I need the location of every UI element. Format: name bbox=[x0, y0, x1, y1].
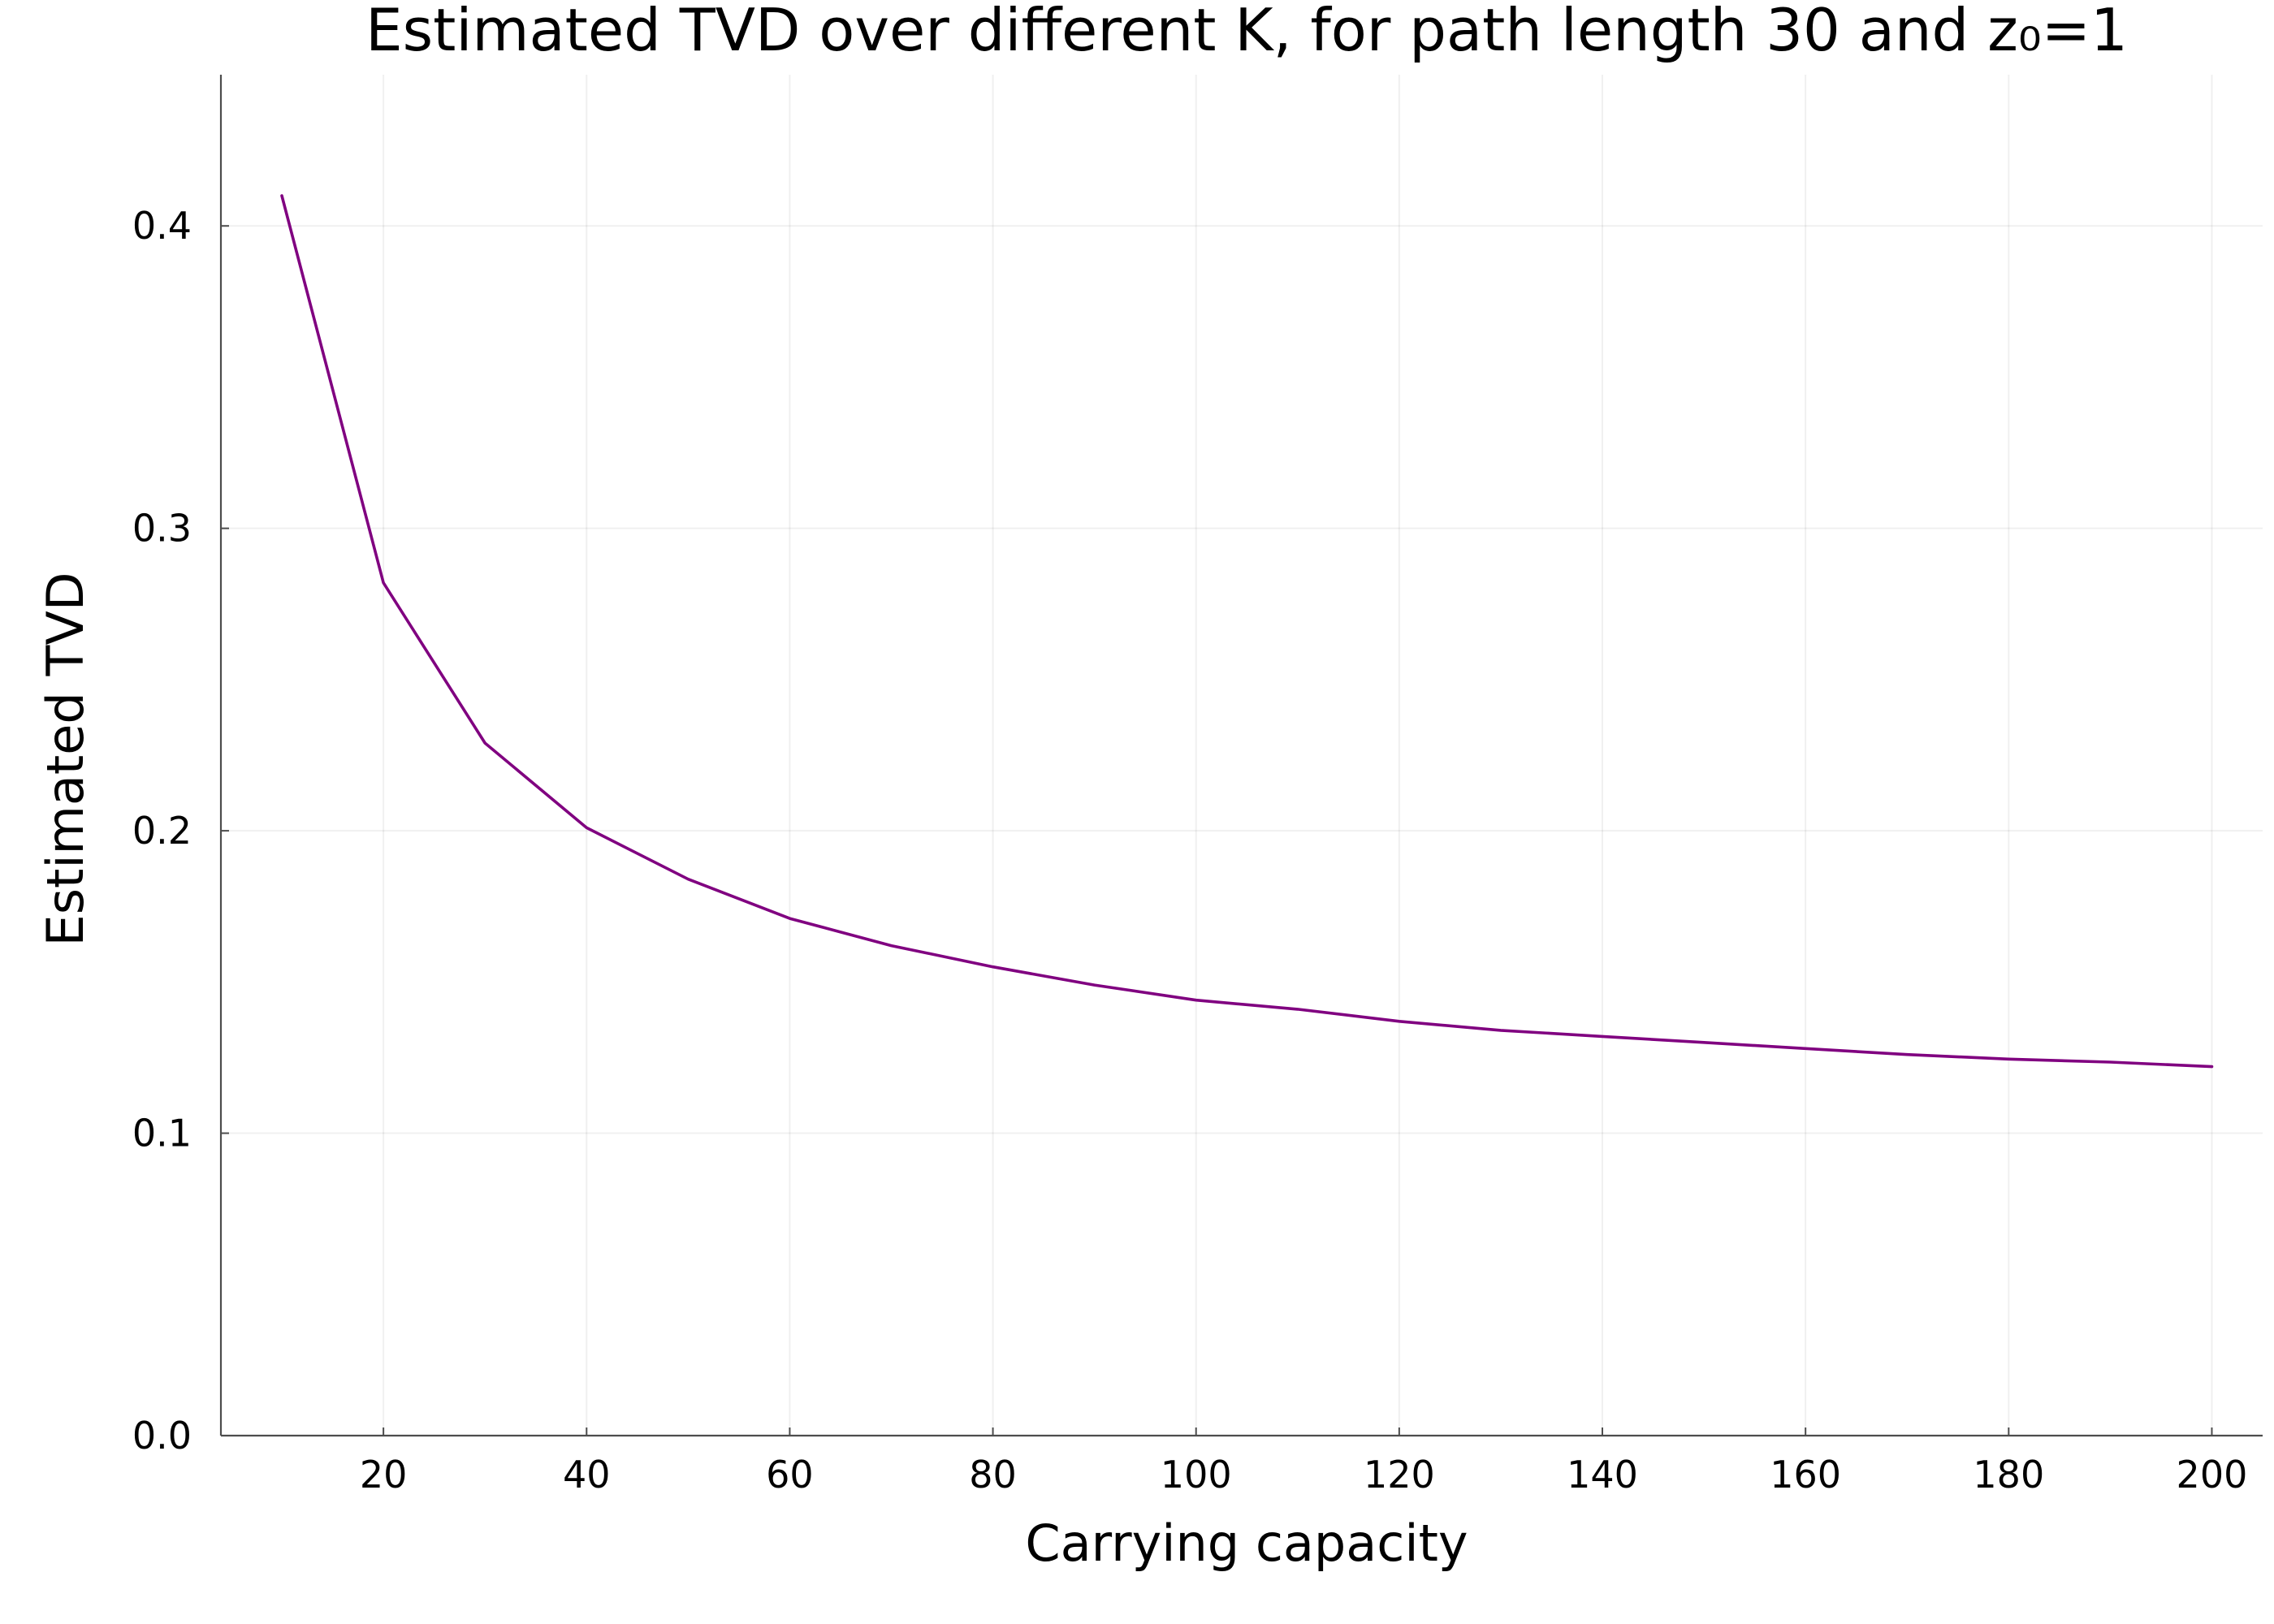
y-tick-label: 0.4 bbox=[132, 204, 192, 248]
series-line bbox=[280, 194, 2214, 1069]
x-tick-label: 20 bbox=[360, 1453, 408, 1497]
x-tick-label: 60 bbox=[766, 1453, 814, 1497]
grid-layer bbox=[221, 75, 2263, 1436]
x-tick-label: 200 bbox=[2177, 1453, 2248, 1497]
y-ticks: 0.0 0.1 0.2 0.3 0.4 bbox=[132, 204, 229, 1458]
y-axis-label: Estimated TVD bbox=[36, 572, 95, 947]
y-tick-label: 0.1 bbox=[132, 1112, 192, 1155]
x-tick-label: 120 bbox=[1364, 1453, 1435, 1497]
x-tick-label: 40 bbox=[563, 1453, 611, 1497]
y-tick-label: 0.3 bbox=[132, 507, 192, 551]
x-ticks: 20 40 60 80 100 120 140 160 180 200 bbox=[360, 1427, 2248, 1497]
axes-layer bbox=[219, 75, 2263, 1437]
x-axis-label: Carrying capacity bbox=[1025, 1514, 1468, 1573]
y-tick-label: 0.0 bbox=[132, 1414, 192, 1458]
x-tick-label: 100 bbox=[1161, 1453, 1232, 1497]
y-tick-label: 0.2 bbox=[132, 809, 192, 853]
x-tick-label: 160 bbox=[1770, 1453, 1841, 1497]
x-tick-label: 180 bbox=[1973, 1453, 2044, 1497]
series-layer bbox=[280, 194, 2214, 1069]
chart-title: Estimated TVD over different K, for path… bbox=[365, 0, 2128, 64]
x-tick-label: 140 bbox=[1567, 1453, 1638, 1497]
x-tick-label: 80 bbox=[969, 1453, 1017, 1497]
